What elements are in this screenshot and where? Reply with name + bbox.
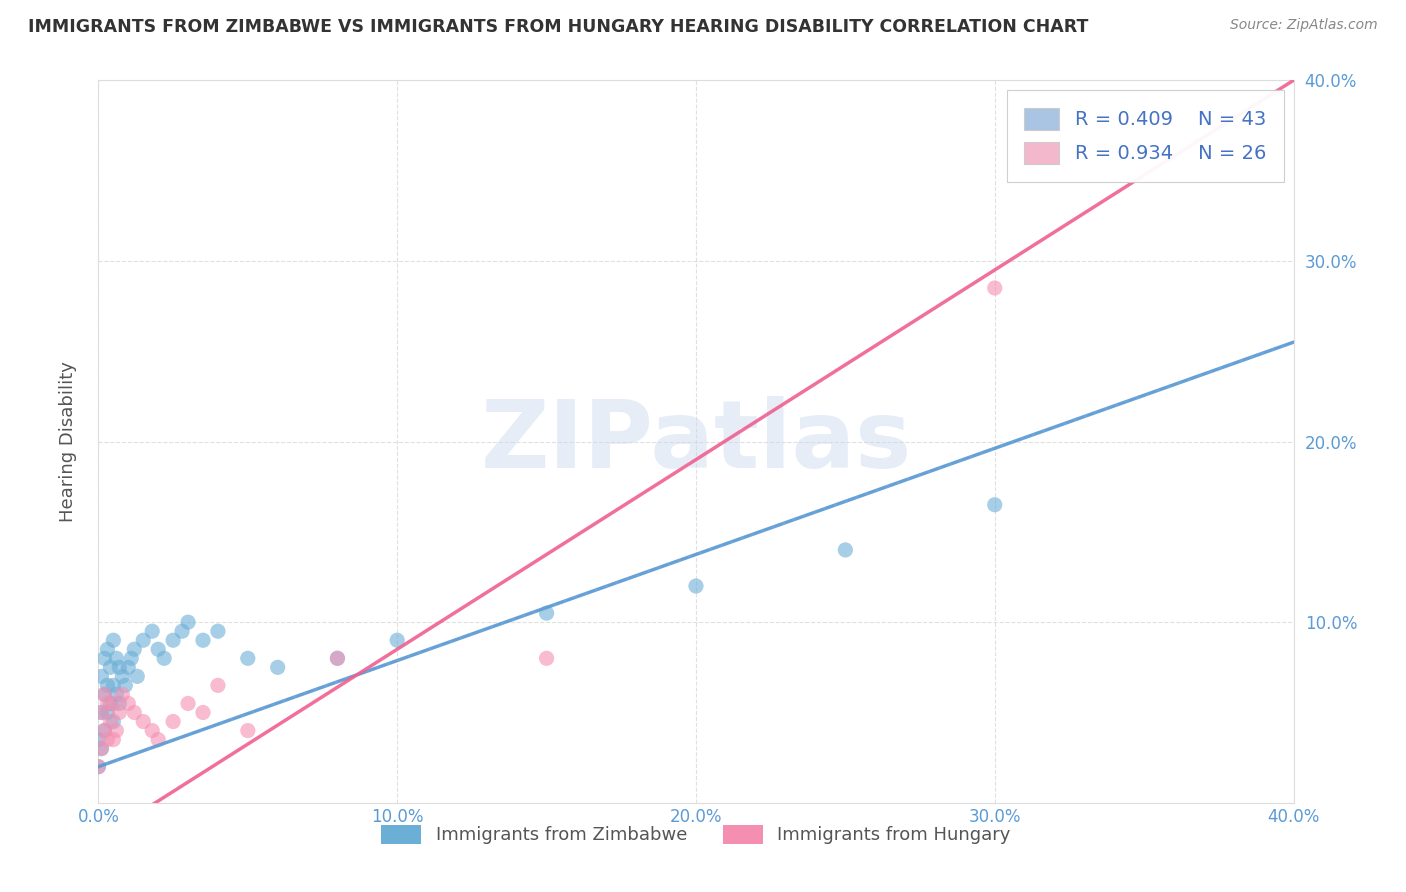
- Point: [132, 633, 155, 648]
- Point: [114, 678, 136, 692]
- Point: [162, 633, 184, 648]
- Point: [834, 542, 856, 557]
- Point: [90, 741, 112, 756]
- Point: [96, 678, 118, 692]
- Point: [536, 651, 558, 665]
- Point: [105, 723, 128, 738]
- Point: [177, 697, 200, 711]
- Point: [105, 651, 128, 665]
- Point: [108, 660, 131, 674]
- Point: [191, 633, 214, 648]
- Point: [96, 732, 118, 747]
- Point: [90, 706, 112, 720]
- Point: [177, 615, 200, 630]
- Point: [90, 741, 112, 756]
- Point: [93, 651, 115, 665]
- Point: [127, 669, 149, 683]
- Point: [267, 660, 290, 674]
- Point: [108, 706, 131, 720]
- Point: [93, 723, 115, 738]
- Point: [385, 633, 409, 648]
- Point: [117, 697, 139, 711]
- Point: [90, 669, 112, 683]
- Text: Source: ZipAtlas.com: Source: ZipAtlas.com: [1230, 18, 1378, 32]
- Point: [141, 723, 163, 738]
- Point: [326, 651, 349, 665]
- Point: [148, 732, 170, 747]
- Point: [162, 714, 184, 729]
- Point: [105, 687, 128, 701]
- Point: [98, 714, 122, 729]
- Point: [236, 723, 259, 738]
- Point: [103, 732, 125, 747]
- Point: [103, 678, 125, 692]
- Point: [96, 697, 118, 711]
- Point: [191, 706, 214, 720]
- Point: [87, 732, 110, 747]
- Point: [98, 660, 122, 674]
- Point: [96, 642, 118, 657]
- Point: [103, 714, 125, 729]
- Point: [172, 624, 194, 639]
- Point: [111, 669, 134, 683]
- Point: [326, 651, 349, 665]
- Point: [120, 651, 142, 665]
- Point: [236, 651, 259, 665]
- Point: [87, 760, 110, 774]
- Point: [536, 606, 558, 620]
- Point: [141, 624, 163, 639]
- Point: [96, 706, 118, 720]
- Legend: Immigrants from Zimbabwe, Immigrants from Hungary: Immigrants from Zimbabwe, Immigrants fro…: [367, 811, 1025, 859]
- Point: [132, 714, 155, 729]
- Point: [124, 706, 146, 720]
- Point: [207, 678, 229, 692]
- Point: [93, 687, 115, 701]
- Point: [984, 498, 1007, 512]
- Point: [111, 687, 134, 701]
- Point: [984, 281, 1007, 295]
- Text: ZIPatlas: ZIPatlas: [481, 395, 911, 488]
- Point: [98, 697, 122, 711]
- Point: [103, 633, 125, 648]
- Point: [117, 660, 139, 674]
- Point: [90, 706, 112, 720]
- Point: [93, 687, 115, 701]
- Point: [103, 697, 125, 711]
- Point: [124, 642, 146, 657]
- Point: [108, 697, 131, 711]
- Text: IMMIGRANTS FROM ZIMBABWE VS IMMIGRANTS FROM HUNGARY HEARING DISABILITY CORRELATI: IMMIGRANTS FROM ZIMBABWE VS IMMIGRANTS F…: [28, 18, 1088, 36]
- Point: [93, 723, 115, 738]
- Point: [148, 642, 170, 657]
- Y-axis label: Hearing Disability: Hearing Disability: [59, 361, 77, 522]
- Point: [153, 651, 176, 665]
- Point: [87, 760, 110, 774]
- Point: [685, 579, 707, 593]
- Point: [207, 624, 229, 639]
